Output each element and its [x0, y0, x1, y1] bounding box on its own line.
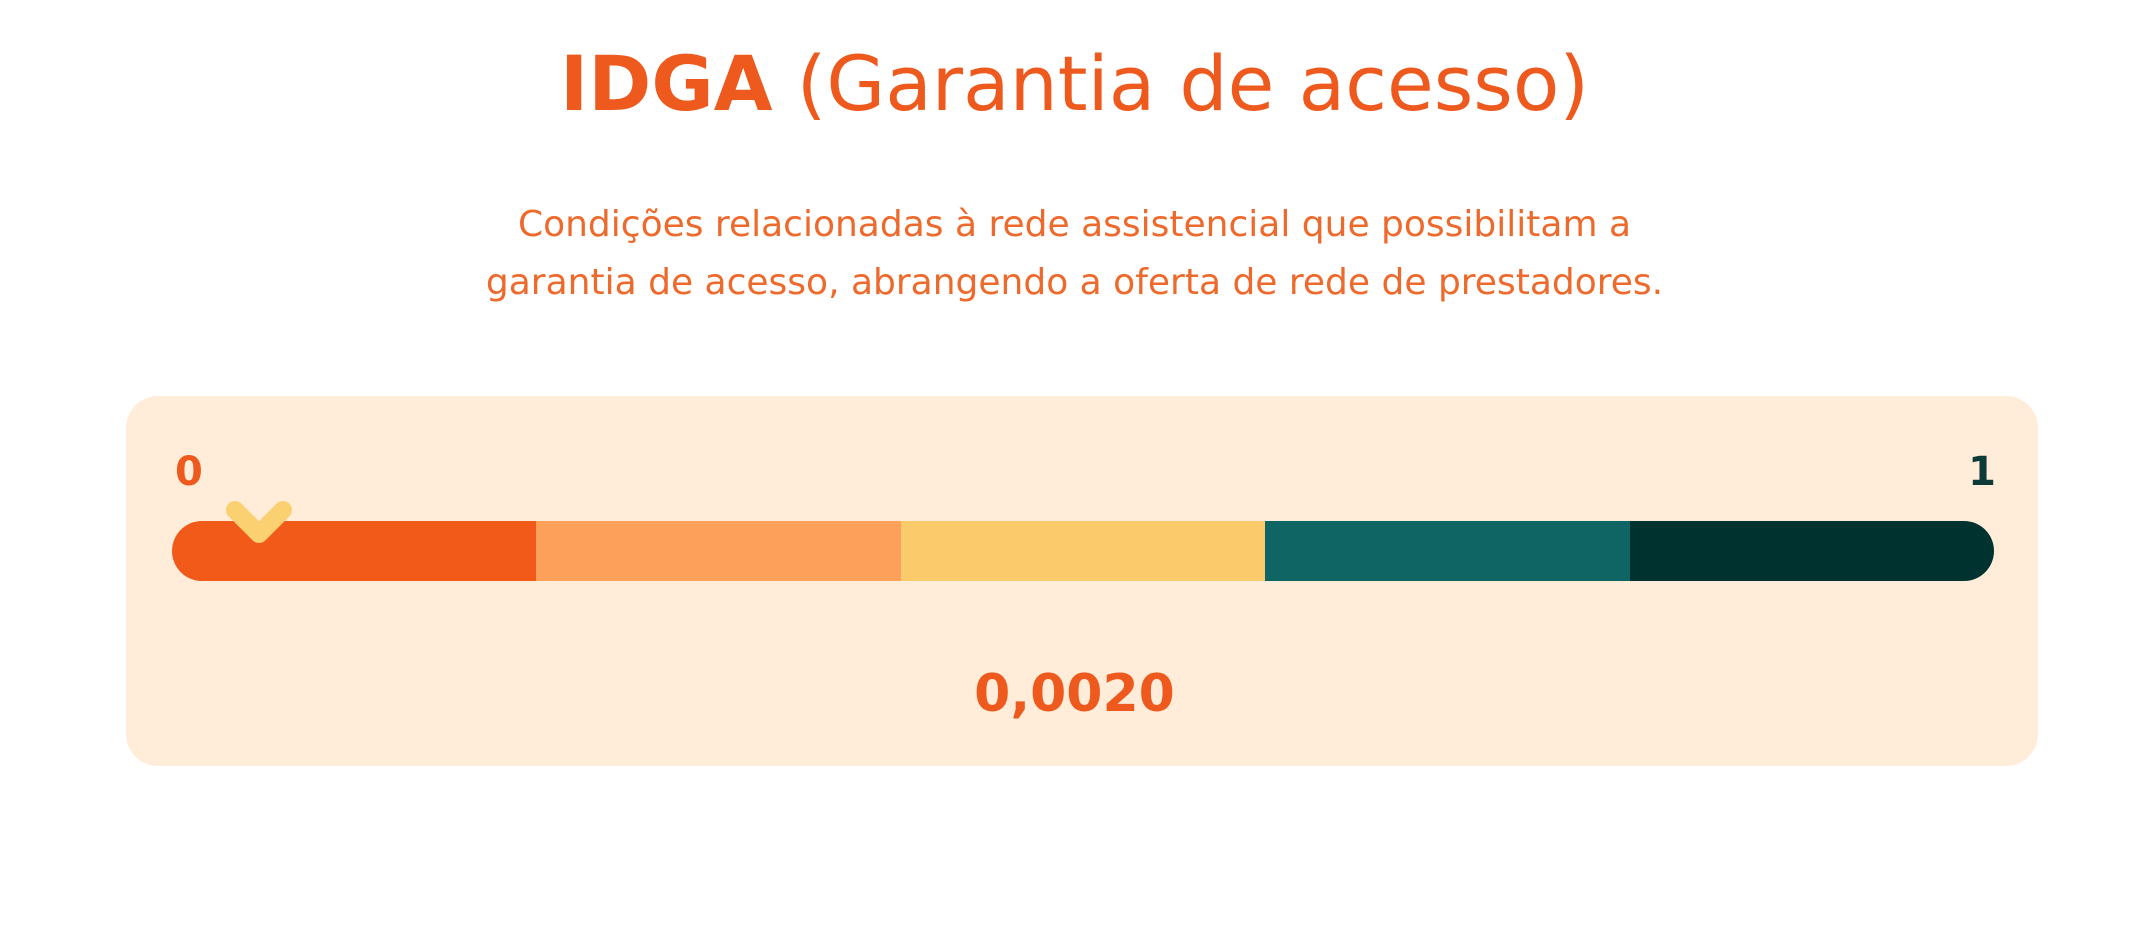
scale-max-label: 1	[1968, 449, 1996, 495]
description: Condições relacionadas à rede assistenci…	[0, 196, 2149, 312]
gauge-segment-1	[172, 521, 537, 581]
title-acronym: IDGA	[559, 39, 773, 128]
gauge-segment-4	[1265, 521, 1630, 581]
gauge-card	[126, 396, 2038, 766]
scale-min-label: 0	[175, 449, 203, 495]
description-line-1: Condições relacionadas à rede assistenci…	[517, 204, 1632, 245]
gauge-segment-2	[536, 521, 901, 581]
description-line-2: garantia de acesso, abrangendo a oferta …	[485, 262, 1664, 303]
page-title: IDGA (Garantia de acesso)	[0, 36, 2149, 132]
value-marker-icon	[226, 501, 293, 543]
title-subtitle: (Garantia de acesso)	[796, 39, 1590, 128]
gauge-value: 0,0020	[974, 664, 1175, 724]
gauge-bar	[172, 521, 1994, 581]
gauge-segment-5	[1629, 521, 1994, 581]
gauge-segment-3	[900, 521, 1266, 581]
